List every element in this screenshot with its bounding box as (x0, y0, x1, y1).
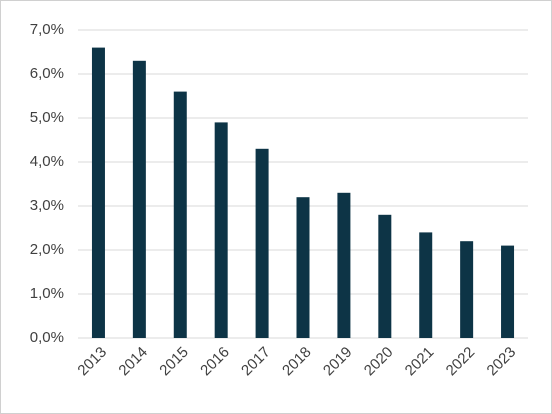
y-tick-label: 0,0% (30, 329, 64, 346)
y-tick-label: 7,0% (30, 21, 64, 38)
bar (173, 91, 187, 338)
bar (91, 47, 105, 338)
bar (460, 241, 474, 338)
y-tick-label: 6,0% (30, 65, 64, 82)
bar (214, 122, 228, 339)
bar (501, 245, 515, 338)
y-tick-label: 1,0% (30, 285, 64, 302)
y-tick-label: 2,0% (30, 241, 64, 258)
bar (337, 192, 351, 338)
y-tick-label: 5,0% (30, 109, 64, 126)
bar (255, 148, 269, 338)
y-tick-label: 3,0% (30, 197, 64, 214)
bar (378, 214, 392, 338)
bar (296, 197, 310, 338)
bar (132, 60, 146, 339)
bar (419, 232, 433, 338)
y-tick-label: 4,0% (30, 153, 64, 170)
